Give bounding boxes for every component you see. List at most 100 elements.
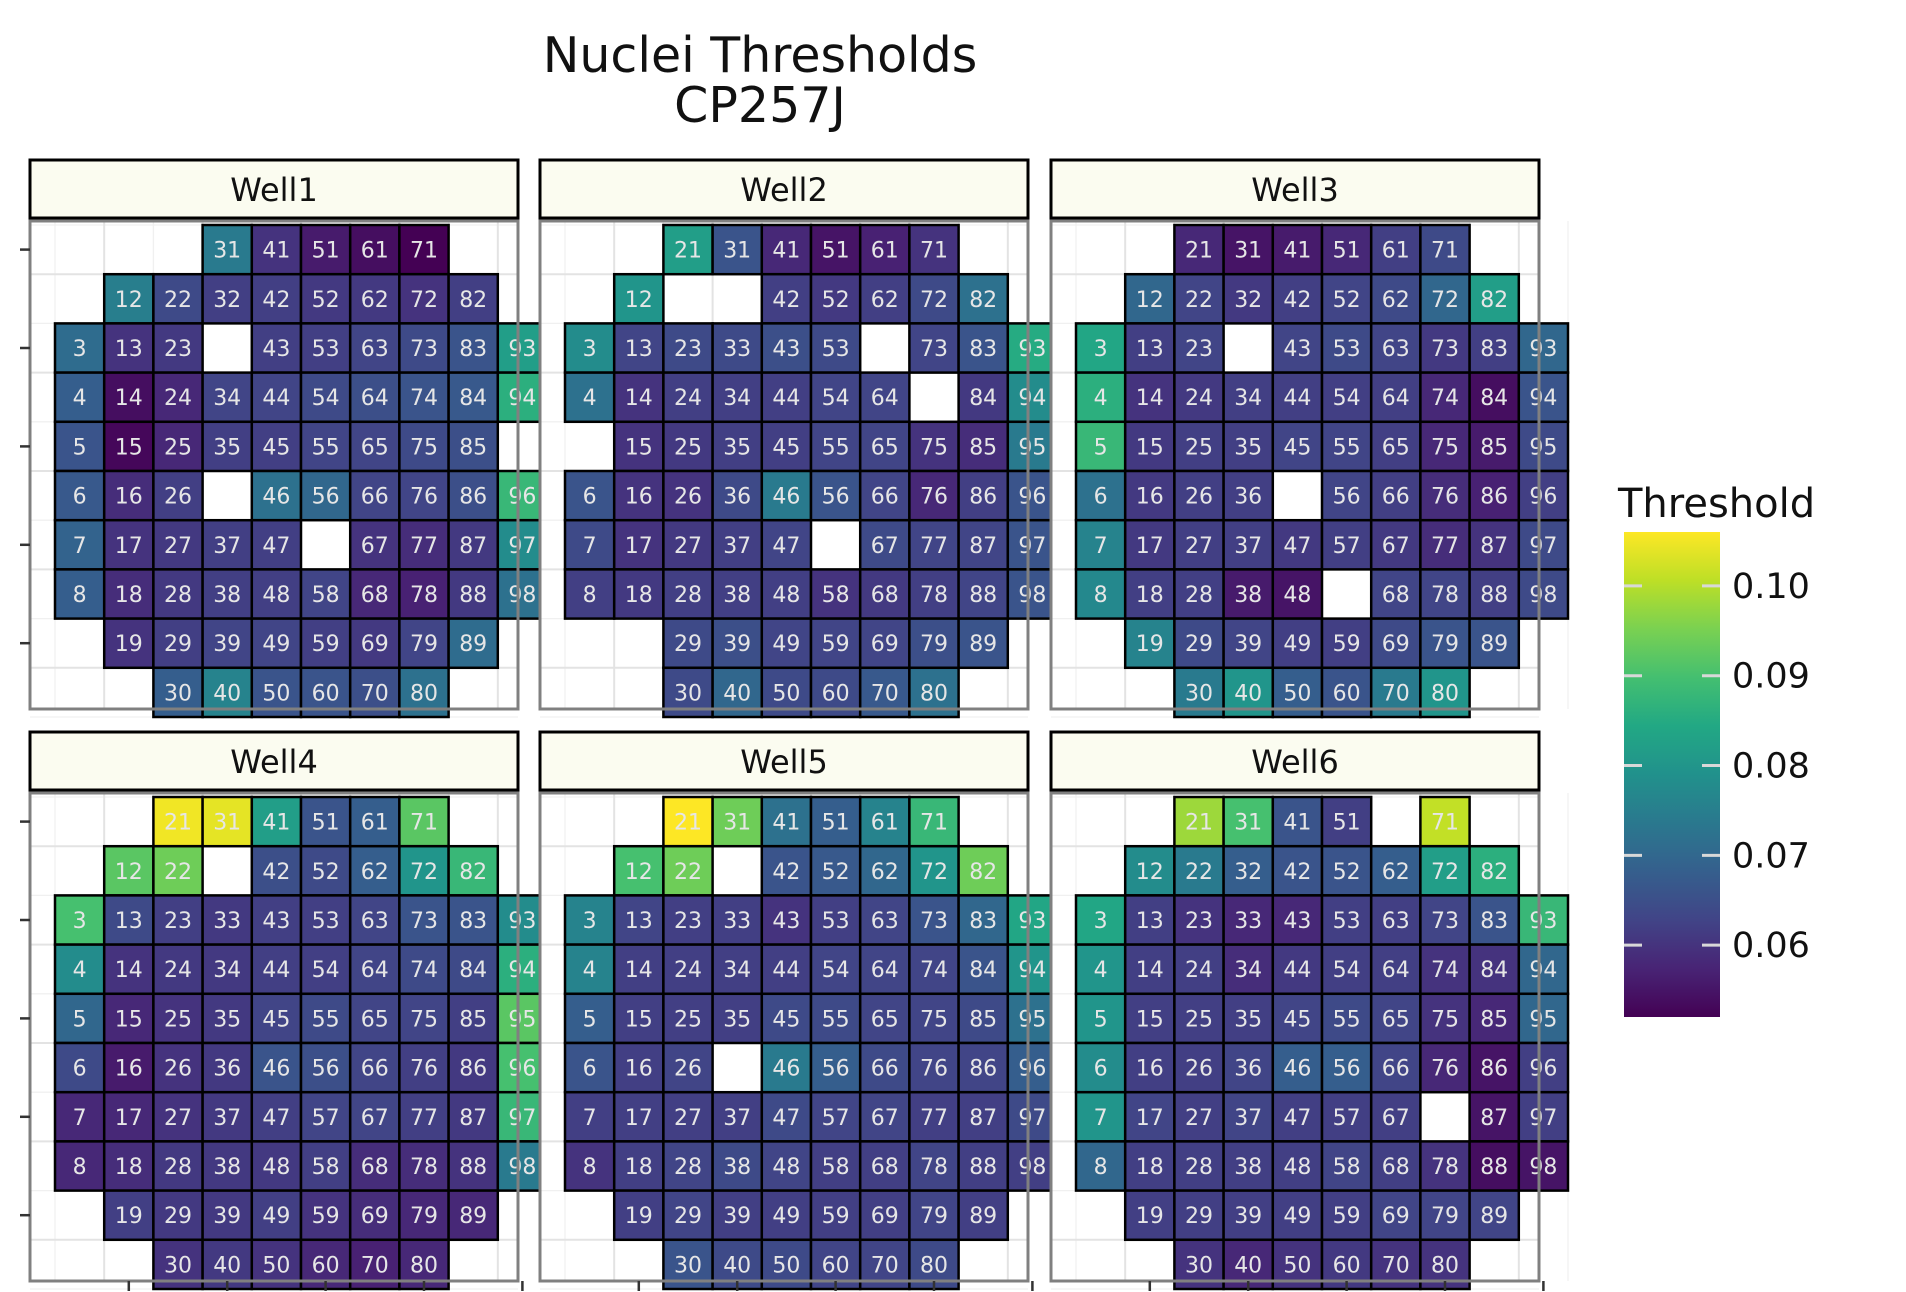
- tile-label: 76: [1431, 1057, 1459, 1082]
- tile-label: 30: [1185, 681, 1213, 706]
- tile-label: 5: [583, 1007, 597, 1032]
- heatmap-tile: [299, 1140, 352, 1192]
- tile-label: 36: [1234, 485, 1262, 510]
- panel-border: [538, 791, 1030, 1283]
- tile-label: 48: [1283, 583, 1311, 608]
- tile-label: 96: [508, 485, 536, 510]
- tile-label: 7: [1094, 1106, 1108, 1131]
- heatmap-tile: [1517, 992, 1570, 1045]
- tile-label: 85: [1480, 1007, 1508, 1032]
- heatmap-tile: [711, 371, 764, 424]
- tile-label: 49: [262, 1204, 290, 1229]
- heatmap-tile: [1173, 894, 1225, 946]
- heatmap-tile: [1271, 371, 1324, 424]
- tile-label: 43: [262, 337, 290, 362]
- tile-label: 17: [625, 1106, 653, 1131]
- heatmap-tile: [1517, 568, 1570, 620]
- tile-label: 8: [583, 583, 597, 608]
- tile-label: 6: [1094, 1057, 1108, 1082]
- tile-label: 33: [213, 909, 241, 934]
- heatmap-tile: [1419, 943, 1471, 996]
- tile-label: 79: [920, 1204, 948, 1229]
- heatmap-tile: [1222, 1041, 1275, 1094]
- heatmap-tile: [299, 223, 352, 276]
- tile-label: 67: [1382, 534, 1410, 559]
- tile-label: 21: [674, 811, 702, 836]
- tile-label: 35: [723, 435, 751, 460]
- tile-label: 22: [674, 860, 702, 885]
- tile-label: 82: [459, 288, 487, 313]
- tile-label: 60: [822, 1253, 850, 1278]
- heatmap-tile: [1074, 469, 1127, 522]
- facet-label: Well3: [1251, 171, 1339, 209]
- tile-label: 74: [410, 958, 438, 983]
- tile-label: 53: [1333, 909, 1361, 934]
- tile-label: 4: [583, 958, 597, 983]
- tile-label: 12: [625, 288, 653, 313]
- tile-label: 68: [871, 1155, 899, 1180]
- tile-label: 73: [1431, 909, 1459, 934]
- heatmap-tile: [612, 1189, 665, 1242]
- tile-label: 30: [674, 681, 702, 706]
- tile-label: 86: [969, 485, 997, 510]
- tile-label: 19: [1136, 1204, 1164, 1229]
- tile-label: 49: [772, 1204, 800, 1229]
- tile-label: 53: [822, 337, 850, 362]
- tile-label: 15: [1136, 435, 1164, 460]
- heatmap-tile: [1074, 1090, 1127, 1143]
- tile-label: 94: [1529, 958, 1557, 983]
- tile-label: 19: [115, 632, 143, 657]
- heatmap-tile: [563, 1140, 616, 1192]
- tile-label: 21: [674, 239, 702, 264]
- tile-label: 51: [312, 239, 340, 264]
- tile-label: 55: [312, 435, 340, 460]
- heatmap-tile: [1222, 844, 1275, 897]
- tile-label: 65: [1382, 435, 1410, 460]
- tile-label: 98: [508, 1155, 536, 1180]
- heatmap-tile: [711, 322, 764, 374]
- tile-label: 85: [459, 435, 487, 460]
- tile-label: 30: [674, 1253, 702, 1278]
- tile-label: 26: [1185, 485, 1213, 510]
- facet-strip: [1049, 730, 1541, 792]
- heatmap-tile: [299, 568, 352, 620]
- tile-label: 86: [459, 1057, 487, 1082]
- tile-label: 47: [262, 534, 290, 559]
- tile-label: 95: [508, 1007, 536, 1032]
- tile-label: 69: [361, 632, 389, 657]
- heatmap-tile: [1369, 992, 1422, 1045]
- tile-label: 6: [73, 485, 87, 510]
- tile-label: 61: [871, 239, 899, 264]
- heatmap-tile: [858, 223, 911, 276]
- heatmap-tile: [563, 894, 616, 946]
- tile-label: 74: [410, 386, 438, 411]
- tile-label: 29: [1185, 1204, 1213, 1229]
- heatmap-tile: [398, 420, 450, 473]
- tile-label: 41: [772, 239, 800, 264]
- heatmap-tile: [1517, 1140, 1570, 1192]
- tile-label: 82: [459, 860, 487, 885]
- tile-label: 93: [1529, 337, 1557, 362]
- facet-label: Well2: [740, 171, 828, 209]
- tile-label: 83: [1480, 909, 1508, 934]
- heatmap-tile: [662, 518, 714, 571]
- tile-label: 31: [723, 239, 751, 264]
- tile-label: 47: [1283, 1106, 1311, 1131]
- heatmap-tile: [348, 1041, 401, 1094]
- facet-strip: [28, 158, 520, 220]
- tile-label: 15: [115, 435, 143, 460]
- tile-label: 79: [920, 632, 948, 657]
- heatmap-tile: [1074, 1140, 1127, 1192]
- tile-label: 31: [723, 811, 751, 836]
- tile-label: 70: [871, 1253, 899, 1278]
- heatmap-tile: [809, 420, 862, 473]
- tile-label: 76: [410, 1057, 438, 1082]
- heatmap-tile: [1271, 1189, 1324, 1242]
- tile-label: 33: [723, 909, 751, 934]
- tile-label: 4: [583, 386, 597, 411]
- heatmap-tile: [1123, 844, 1176, 897]
- tile-label: 60: [312, 681, 340, 706]
- tile-label: 28: [674, 583, 702, 608]
- heatmap-tile: [102, 992, 155, 1045]
